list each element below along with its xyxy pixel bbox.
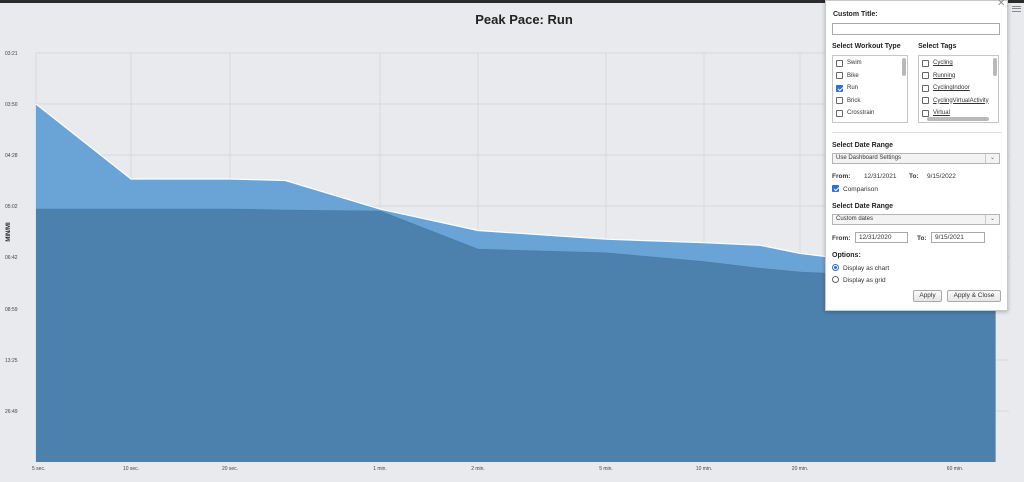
y-tick-label: 03:21 [5,51,18,57]
date-range-select[interactable]: Use Dashboard Settings ⌄ [832,153,1000,164]
compare-date-range-label: Select Date Range [832,203,894,210]
series-area-2 [36,209,996,462]
from-label: From: [832,173,851,180]
tags-label: Select Tags [918,43,957,50]
option-display-grid[interactable]: Display as grid [832,276,886,284]
tag-item[interactable]: Virtual [922,108,950,118]
y-axis-title: MIN/MI [6,222,12,242]
compare-to-label: To: [917,235,927,242]
checkbox-icon[interactable] [836,97,843,104]
comparison-label: Comparison [843,186,879,193]
tag-item-label[interactable]: CyclingIndoor [933,85,970,91]
tag-item[interactable]: Cycling [922,58,953,68]
option-display-chart[interactable]: Display as chart [832,264,889,272]
x-tick-label: 60 min. [947,466,963,472]
custom-title-input[interactable] [832,23,1000,35]
tag-item-label[interactable]: Cycling [933,60,953,66]
checkbox-icon[interactable] [922,109,929,117]
workout-type-list[interactable]: Swim Bike Run Brick Crosstrain [832,55,908,123]
option-display-grid-label: Display as grid [843,277,886,284]
divider [832,132,1002,133]
workout-type-item-label: Swim [847,60,862,66]
top-bar [0,0,1024,3]
x-tick-label: 10 min. [696,466,712,472]
checkbox-icon[interactable] [922,59,929,67]
workout-list-scrollbar[interactable] [902,58,906,76]
compare-from-label: From: [832,235,851,242]
comparison-checkbox[interactable]: Comparison [832,185,878,193]
radio-icon[interactable] [832,276,839,283]
tag-item-label[interactable]: Running [933,72,956,79]
compare-date-range-select[interactable]: Custom dates ⌄ [832,214,1000,225]
to-label: To: [909,173,919,180]
x-tick-label: 5 min. [599,466,613,472]
date-range-label: Select Date Range [832,142,894,149]
to-date: 9/15/2022 [927,173,956,180]
checkbox-icon[interactable] [922,84,929,92]
date-range-selected: Use Dashboard Settings [836,155,902,161]
checkbox-icon[interactable] [836,109,843,117]
tags-list[interactable]: Cycling Running CyclingIndoor CyclingVirtua… [918,55,999,123]
tags-list-vscrollbar[interactable] [993,58,997,76]
x-tick-label: 20 min. [792,466,808,472]
apply-close-button[interactable]: Apply & Close [947,290,1001,302]
tag-item[interactable]: CyclingIndoor [922,83,970,93]
comparison-check-icon[interactable] [832,185,839,192]
tag-item[interactable]: Running [922,71,955,81]
y-tick-label: 13:25 [5,358,18,364]
option-display-chart-label: Display as chart [843,265,890,272]
compare-date-range-selected: Custom dates [836,216,874,222]
workout-type-item[interactable]: Run [836,83,858,93]
workout-type-item-label: Run [847,85,859,91]
tag-item-label[interactable]: Virtual [933,110,950,116]
workout-type-item-label: Bike [847,72,859,79]
compare-to-input[interactable]: 9/15/2021 [931,232,985,243]
compare-from-input[interactable]: 12/31/2020 [855,232,908,243]
checkbox-icon[interactable] [836,59,843,67]
checkbox-icon[interactable] [922,97,929,104]
close-icon[interactable]: ✕ [997,0,1006,9]
chevron-down-icon: ⌄ [985,154,999,163]
chart-settings-panel: ✕ Custom Title: Select Workout Type Swim… [825,0,1008,311]
checkbox-icon[interactable] [836,84,843,92]
y-tick-label: 26:49 [5,409,18,415]
checkbox-icon[interactable] [922,72,929,79]
chart-title: Peak Pace: Run [475,12,573,27]
workout-type-item[interactable]: Crosstrain [836,108,874,118]
y-tick-label: 04:28 [5,153,18,159]
x-tick-label: 20 sec. [222,466,238,472]
x-tick-label: 1 min. [373,466,387,472]
checkbox-icon[interactable] [836,72,843,79]
x-tick-label: 2 min. [471,466,485,472]
y-tick-label: 06:42 [5,255,18,261]
x-tick-label: 5 sec. [32,466,45,472]
chart-menu-icon[interactable] [1012,4,1021,13]
y-tick-label: 03:50 [5,102,18,108]
chevron-down-icon: ⌄ [985,215,999,224]
workout-type-item[interactable]: Bike [836,71,859,81]
radio-selected-icon[interactable] [832,264,839,271]
tags-list-hscrollbar[interactable] [927,117,989,121]
workout-type-item[interactable]: Swim [836,58,862,68]
options-label: Options: [832,252,861,259]
apply-button[interactable]: Apply [913,290,942,302]
workout-type-item[interactable]: Brick [836,96,860,106]
workout-type-item-label: Crosstrain [847,110,875,116]
custom-title-label: Custom Title: [833,11,878,18]
tag-item[interactable]: CyclingVirtualActivity [922,96,989,106]
workout-type-label: Select Workout Type [832,43,901,50]
x-tick-label: 10 sec. [123,466,139,472]
y-tick-label: 05:02 [5,204,18,210]
from-date: 12/31/2021 [864,173,897,180]
workout-type-item-label: Brick [847,97,861,104]
y-tick-label: 08:59 [5,307,18,313]
tag-item-label[interactable]: CyclingVirtualActivity [933,97,989,104]
